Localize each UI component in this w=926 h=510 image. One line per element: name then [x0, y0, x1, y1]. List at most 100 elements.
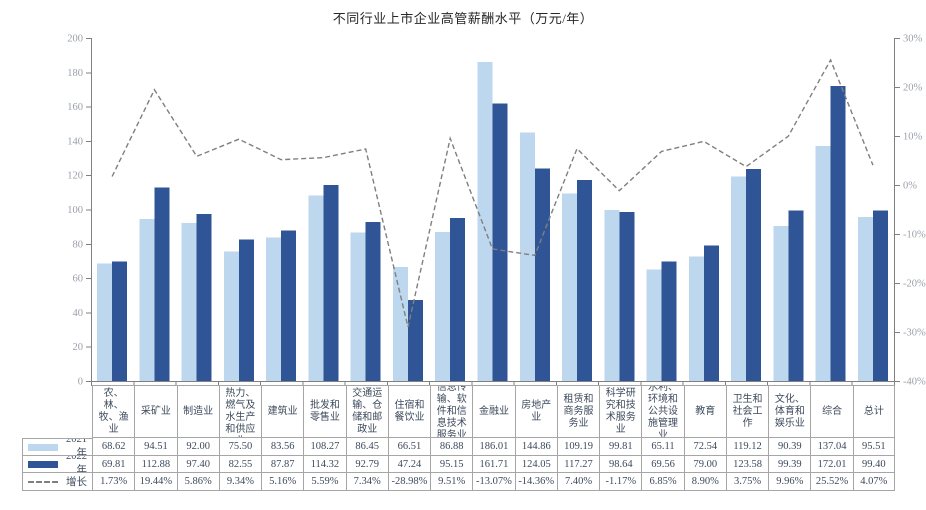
bar-2021 — [604, 209, 620, 381]
table-value-cell: 65.11 — [641, 438, 684, 456]
y-axis-label-left: 200 — [67, 34, 83, 45]
bar-2021 — [350, 232, 366, 381]
bar-2022 — [407, 299, 423, 381]
category-header: 文化、体育和娱乐业 — [768, 385, 811, 438]
bar-2021 — [519, 132, 535, 381]
bar-2022 — [238, 239, 254, 381]
bar-2022 — [450, 217, 466, 381]
table-value-cell: 161.71 — [472, 456, 515, 473]
table-value-cell: -28.98% — [387, 473, 431, 491]
plot-area: 0 20 40 60 80 100 120 140 160 180 200 30% 20% 10% 0% -1… — [67, 34, 926, 388]
bar-2021 — [435, 232, 451, 381]
category-header: 电力、热力、燃气及水生产和供应业 — [218, 385, 262, 438]
legend-label: 2021年 — [66, 438, 87, 456]
bar-2022 — [196, 213, 212, 381]
bar-2022 — [112, 261, 128, 381]
table-value-cell: 69.56 — [641, 456, 684, 473]
legend-row-label: 增长 — [22, 473, 92, 491]
category-header: 总计 — [852, 385, 895, 438]
table-value-cell: 5.86% — [176, 473, 219, 491]
table-value-cell: 92.00 — [176, 438, 219, 456]
bar-2021 — [646, 269, 662, 381]
y-axis-label-right: 10% — [903, 132, 923, 143]
table-value-cell: 7.40% — [556, 473, 600, 491]
category-header: 住宿和餐饮业 — [387, 385, 431, 438]
bar-2022 — [872, 210, 888, 381]
category-header: 科学研究和技术服务业 — [599, 385, 642, 438]
y-axis-label-left: 20 — [73, 342, 84, 353]
category-header: 教育 — [683, 385, 726, 438]
bar-2022 — [703, 245, 719, 381]
table-value-cell: 75.50 — [218, 438, 262, 456]
category-header: 信息传输、软件和信息技术服务业 — [430, 385, 473, 438]
y-axis-label-left: 140 — [67, 136, 83, 147]
table-value-cell: 99.81 — [599, 438, 642, 456]
table-value-cell: 86.88 — [430, 438, 473, 456]
table-value-cell: 25.52% — [810, 473, 853, 491]
legend-dashed-line-icon — [28, 480, 58, 483]
table-value-cell: -1.17% — [599, 473, 642, 491]
y-axis-label-left: 120 — [67, 171, 83, 182]
bar-2022 — [577, 179, 593, 381]
chart-title: 不同行业上市企业高管薪酬水平（万元/年） — [332, 11, 594, 26]
table-value-cell: 114.32 — [303, 456, 346, 473]
table-value-cell: -13.07% — [472, 473, 515, 491]
table-value-cell: 86.45 — [345, 438, 388, 456]
bar-2022 — [830, 86, 846, 381]
table-value-cell: 108.27 — [303, 438, 346, 456]
bar-2022 — [746, 169, 762, 381]
bar-2022 — [619, 211, 635, 381]
bar-2022 — [323, 184, 339, 381]
bar-2021 — [815, 145, 831, 381]
table-value-cell: -14.36% — [514, 473, 557, 491]
bar-2021 — [266, 237, 282, 381]
bar-2021 — [223, 251, 239, 381]
bar-2021 — [181, 223, 197, 381]
table-value-cell: 98.64 — [599, 456, 642, 473]
category-header: 建筑业 — [261, 385, 304, 438]
category-header: 采矿业 — [134, 385, 177, 438]
category-header: 水利、环境和公共设施管理业 — [641, 385, 684, 438]
y-axis-label-left: 180 — [67, 68, 83, 79]
y-axis-label-right: -20% — [903, 279, 926, 290]
table-value-cell: 47.24 — [387, 456, 431, 473]
y-axis-label-right: 20% — [903, 83, 923, 94]
table-value-cell: 97.40 — [176, 456, 219, 473]
table-value-cell: 6.85% — [641, 473, 684, 491]
table-value-cell: 66.51 — [387, 438, 431, 456]
bar-2022 — [492, 103, 508, 381]
data-table: 农、林、牧、渔业采矿业制造业电力、热力、燃气及水生产和供应业建筑业批发和零售业交… — [22, 385, 895, 491]
table-value-cell: 69.81 — [92, 456, 135, 473]
y-axis-label-left: 40 — [73, 308, 84, 319]
bar-2021 — [562, 193, 578, 381]
table-value-cell: 99.39 — [768, 456, 811, 473]
table-value-cell: 1.73% — [92, 473, 135, 491]
table-value-cell: 92.79 — [345, 456, 388, 473]
table-value-cell: 9.34% — [218, 473, 262, 491]
bar-2022 — [788, 210, 804, 381]
table-value-cell: 119.12 — [725, 438, 769, 456]
table-value-cell: 87.87 — [261, 456, 304, 473]
category-header: 制造业 — [176, 385, 219, 438]
bar-2022 — [661, 261, 677, 381]
bar-2022 — [154, 187, 170, 381]
y-axis-label-right: -10% — [903, 230, 926, 241]
table-value-cell: 123.58 — [725, 456, 769, 473]
y-axis-label-right: -40% — [903, 377, 926, 388]
table-value-cell: 186.01 — [472, 438, 515, 456]
table-value-cell: 7.34% — [345, 473, 388, 491]
bar-2021 — [97, 263, 113, 381]
category-header: 交通运输、仓储和邮政业 — [345, 385, 388, 438]
category-header: 卫生和社会工作 — [725, 385, 769, 438]
y-axis-label-right: -30% — [903, 328, 926, 339]
y-axis-label-right: 0% — [903, 181, 917, 192]
bar-2022 — [365, 221, 381, 381]
table-value-cell: 3.75% — [725, 473, 769, 491]
category-header: 批发和零售业 — [303, 385, 346, 438]
table-value-cell: 5.16% — [261, 473, 304, 491]
bar-2021 — [731, 176, 747, 381]
growth-line — [111, 58, 874, 328]
legend-label: 2022年 — [66, 456, 87, 473]
table-value-cell: 4.07% — [852, 473, 895, 491]
